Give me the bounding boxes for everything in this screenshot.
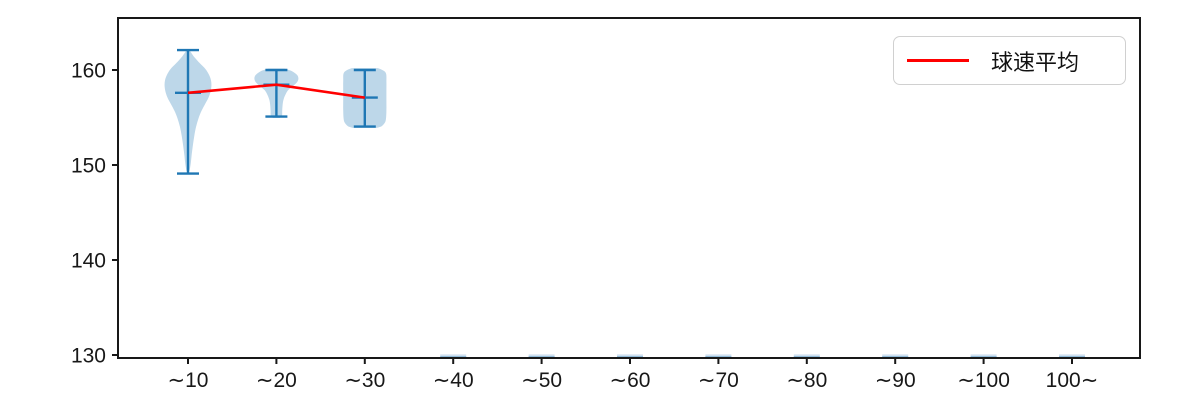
empty-category-marker (440, 354, 467, 357)
legend-mean-line-sample (907, 59, 969, 62)
x-tick-label: ∼40 (433, 369, 474, 392)
x-tick-label: ∼20 (256, 369, 297, 392)
legend-label: 球速平均 (991, 49, 1080, 75)
x-tick-label: ∼60 (610, 369, 651, 392)
x-tick-label: ∼80 (786, 369, 827, 392)
empty-category-marker (882, 354, 909, 357)
legend: 球速平均 (893, 36, 1126, 85)
empty-category-marker (970, 354, 997, 357)
x-tick-label: ∼50 (521, 369, 562, 392)
empty-category-marker (705, 354, 732, 357)
x-tick-label: 100∼ (1046, 369, 1099, 392)
empty-category-marker (528, 354, 555, 357)
y-tick-label: 160 (71, 60, 106, 83)
x-tick-label: ∼10 (168, 369, 209, 392)
y-tick-label: 130 (71, 345, 106, 368)
mean-speed-line (187, 83, 365, 99)
y-tick-label: 140 (71, 250, 106, 273)
x-tick-label: ∼70 (698, 369, 739, 392)
x-tick-label: ∼100 (957, 369, 1010, 392)
y-tick-label: 150 (71, 155, 106, 178)
empty-category-marker (617, 354, 643, 357)
x-tick-label: ∼30 (344, 369, 385, 392)
empty-category-marker (1059, 354, 1085, 357)
x-tick-label: ∼90 (875, 369, 916, 392)
empty-category-marker (793, 354, 820, 357)
